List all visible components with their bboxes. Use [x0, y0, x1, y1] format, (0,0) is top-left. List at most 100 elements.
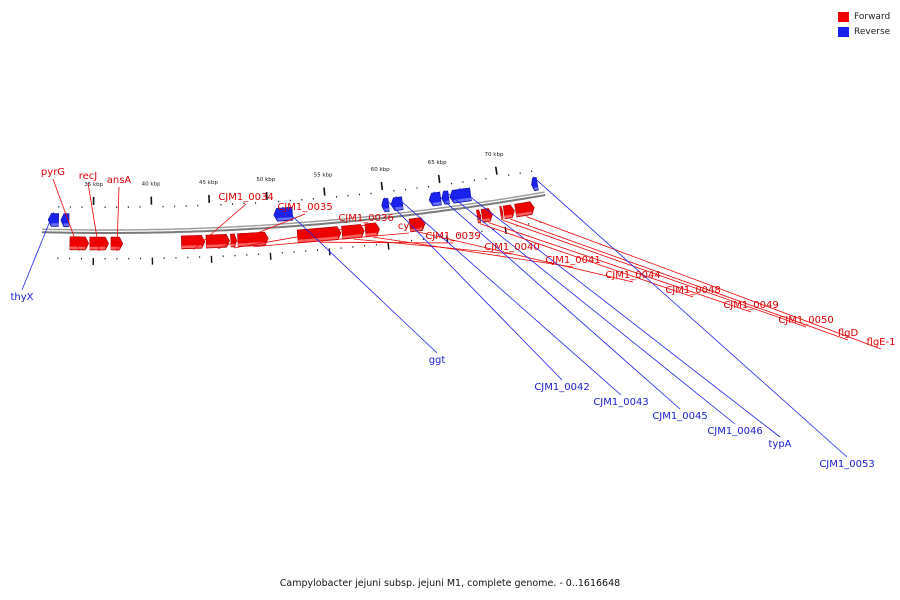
leader-cjm1-0053	[532, 176, 848, 458]
gene-highlight-thyx	[51, 223, 59, 226]
outer-major-tick	[387, 242, 390, 250]
gene-label-cjm1-0046: CJM1_0046	[707, 426, 762, 437]
gene-label-flge-1: flgE-1	[867, 337, 896, 348]
legend-item-forward: Forward	[838, 9, 900, 24]
gene-highlight-cjm1-0036	[230, 243, 235, 247]
gene-highlight-ansa	[111, 246, 120, 250]
gene-highlight-ggt	[277, 217, 293, 221]
gene-label-flgd: flgD	[838, 328, 859, 339]
major-tick	[494, 166, 498, 175]
gene-highlight-flgd	[504, 214, 513, 219]
gene-highlight-unnamed-1	[63, 223, 69, 227]
gene-arrow-cjm1-0036	[230, 233, 237, 248]
scale-tick-label: 40 kbp	[142, 182, 161, 188]
gene-highlight-cjm1-0042	[384, 208, 390, 212]
leader-flge-1	[526, 216, 882, 350]
gene-highlight-cjm1-0045	[432, 201, 442, 206]
leader-cjm1-0035	[218, 213, 306, 249]
gene-label-cjm1-0035: CJM1_0035	[277, 202, 332, 213]
legend-label-reverse: Reverse	[854, 26, 891, 37]
major-tick	[265, 191, 268, 200]
gene-label-cjm1-0053: CJM1_0053	[819, 459, 874, 470]
gene-highlight-flge-1	[516, 211, 532, 217]
gene-highlight-cjm1-0041	[365, 232, 377, 237]
leader-typa	[458, 187, 781, 438]
gene-highlight-cjm1-0044	[410, 227, 423, 232]
gene-highlight-cjm1-0043	[394, 206, 404, 210]
leader-ggt	[282, 206, 438, 354]
scale-tick-label: 50 kbp	[256, 177, 275, 183]
scale-tick-label: 60 kbp	[371, 167, 390, 173]
leader-cjm1-0040	[353, 238, 513, 255]
genome-caption: Campylobacter jejuni subsp. jejuni M1, c…	[279, 578, 621, 589]
gene-label-typa: typA	[768, 439, 791, 450]
legend: Forward Reverse	[838, 9, 900, 39]
gene-highlight-cjm1-0040	[342, 234, 362, 239]
gene-label-cjm1-0045: CJM1_0045	[652, 411, 707, 422]
gene-arrow-recj	[89, 236, 109, 251]
label-leaders	[21, 176, 882, 458]
leader-pyrg	[52, 178, 80, 251]
gene-label-pyrg: pyrG	[41, 167, 65, 178]
leader-cjm1-0048	[480, 223, 694, 298]
backbone-outer-line	[41, 194, 546, 234]
gene-highlight-cjm1-0050	[501, 216, 503, 219]
leader-cjm1-0034	[193, 203, 247, 250]
gene-label-cjm1-0048: CJM1_0048	[665, 285, 720, 296]
gene-highlight-cjm1-0048	[477, 219, 481, 223]
leader-cjm1-0039	[319, 241, 454, 244]
leader-recj	[87, 182, 100, 252]
leader-cjm1-0041	[373, 236, 574, 268]
genome-backbone	[41, 191, 546, 234]
major-tick	[437, 174, 441, 184]
gene-label-recj: recJ	[79, 171, 98, 182]
leader-cjm1-0042	[384, 197, 563, 381]
gene-highlight-cjm1-0039	[297, 236, 339, 243]
gene-label-thyx: thyX	[10, 292, 33, 303]
gene-highlight-cjm1-0034	[181, 245, 202, 249]
gene-label-cjm1-0043: CJM1_0043	[593, 397, 648, 408]
leader-flgd	[510, 218, 849, 341]
gene-label-cjm1-0039: CJM1_0039	[425, 231, 480, 242]
leader-cjm1-0043	[395, 196, 622, 396]
gene-label-cjm1-0040: CJM1_0040	[484, 242, 539, 253]
gene-label-cjm1-0036: CJM1_0036	[338, 213, 393, 224]
gene-highlight-pyrg	[69, 246, 86, 250]
gene-label-cjm1-0042: CJM1_0042	[534, 382, 589, 393]
gene-label-ggt: ggt	[429, 355, 446, 366]
gene-label-cjm1-0041: CJM1_0041	[545, 255, 600, 266]
leader-cjm1-0045	[433, 191, 681, 410]
major-tick	[323, 187, 326, 196]
gene-highlight-cjm1-0053	[534, 187, 539, 191]
leader-thyx	[21, 212, 54, 291]
leader-cjm1-0046	[443, 190, 736, 425]
leader-cjm1-0049	[488, 222, 752, 313]
gene-label-cytc: cytC	[398, 221, 420, 232]
scale-tick-label: 35 kbp	[84, 182, 103, 188]
reverse-swatch	[838, 26, 849, 37]
backbone-inner-line	[41, 191, 545, 231]
gene-highlight-cjm1-0046	[444, 200, 450, 204]
leader-cjm1-0044	[418, 231, 634, 283]
gene-highlight-cytc	[238, 241, 266, 246]
gene-highlight-recj	[89, 246, 106, 250]
leader-ansa	[116, 186, 120, 252]
scale-tick-label: 55 kbp	[314, 173, 333, 179]
major-tick	[380, 181, 384, 191]
scale-ticks: 35 kbp 40 kbp 45 kbp 50 kbp 55 kbp 60 kbp 65 k…	[57, 152, 541, 265]
gene-labels: thyX pyrG recJ ansA CJM1_0034 CJM1_0035 CJM1_0…	[10, 167, 895, 470]
leader-cytc	[253, 232, 410, 248]
gene-label-ansa: ansA	[107, 175, 132, 186]
scale-tick-label: 70 kbp	[485, 152, 504, 158]
gene-label-cjm1-0044: CJM1_0044	[605, 270, 660, 281]
gene-highlight-cjm1-0035	[206, 244, 227, 248]
leader-cjm1-0036	[234, 224, 367, 249]
forward-swatch	[838, 11, 849, 22]
legend-item-reverse: Reverse	[838, 24, 900, 39]
scale-tick-label: 65 kbp	[428, 160, 447, 166]
scale-tick-label: 45 kbp	[199, 180, 218, 186]
gene-highlight-cjm1-0049	[482, 218, 491, 222]
gene-label-cjm1-0049: CJM1_0049	[723, 300, 778, 311]
legend-label-forward: Forward	[854, 11, 891, 22]
